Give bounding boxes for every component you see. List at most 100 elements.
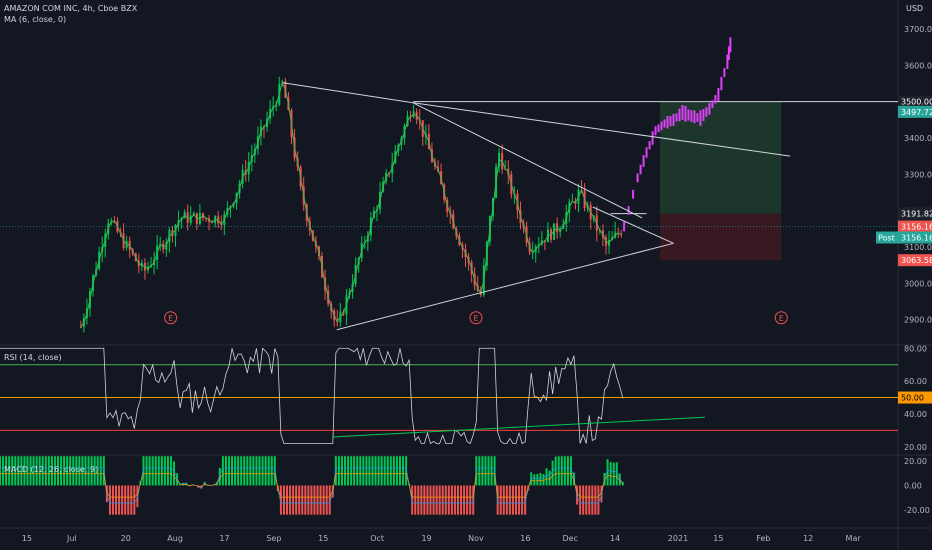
macd-histogram-bar xyxy=(591,485,594,515)
macd-histogram-bar xyxy=(11,456,14,486)
macd-histogram-bar xyxy=(50,456,53,486)
macd-histogram-bar xyxy=(487,456,490,486)
macd-histogram-bar xyxy=(582,485,585,515)
macd-histogram-bar xyxy=(392,456,395,486)
price-tag-label: 3191.82 xyxy=(901,210,932,219)
macd-histogram-bar xyxy=(20,456,23,486)
signal-line xyxy=(0,473,624,498)
macd-histogram-bar xyxy=(5,456,8,486)
macd-histogram-bar xyxy=(163,456,166,486)
macd-histogram-bar xyxy=(389,456,392,486)
price-tick-label: 3600.00 xyxy=(904,61,932,70)
macd-histogram-bar xyxy=(386,456,389,486)
projection-candle xyxy=(729,37,732,53)
macd-line xyxy=(0,467,624,504)
time-tick-label: Dec xyxy=(562,534,577,543)
earnings-marker xyxy=(164,311,178,325)
macd-histogram-bar xyxy=(267,456,270,486)
macd-histogram-bar xyxy=(417,485,420,515)
macd-histogram-bar xyxy=(17,456,20,486)
time-tick-label: Oct xyxy=(370,534,384,543)
macd-histogram-bar xyxy=(481,456,484,486)
macd-histogram-bar xyxy=(224,456,227,486)
macd-histogram-bar xyxy=(350,456,353,486)
macd-histogram-bar xyxy=(124,485,127,515)
ma-line xyxy=(80,81,622,328)
macd-histogram-bar xyxy=(612,462,615,486)
macd-histogram-bar xyxy=(273,456,276,486)
macd-histogram-bar xyxy=(347,456,350,486)
trendline-upper-left xyxy=(282,82,414,104)
price-tick-label: 3100.00 xyxy=(904,243,932,252)
projection-candle xyxy=(690,110,693,123)
macd-histogram-bar xyxy=(530,472,533,486)
macd-histogram-bar xyxy=(524,485,527,515)
macd-histogram-bar xyxy=(405,456,408,486)
projection-candle xyxy=(684,105,687,122)
macd-histogram-bar xyxy=(249,456,252,486)
projection-candle xyxy=(669,115,672,127)
macd-histogram-bar xyxy=(353,456,356,486)
time-tick-label: 2021 xyxy=(668,534,688,543)
macd-histogram-bar xyxy=(609,462,612,486)
macd-histogram-bar xyxy=(514,485,517,515)
macd-histogram-bar xyxy=(264,456,267,486)
macd-histogram-bar xyxy=(395,456,398,486)
projection-candle xyxy=(681,105,684,121)
candles xyxy=(79,76,623,333)
projection-candle xyxy=(672,113,675,126)
time-tick-label: Feb xyxy=(756,534,770,543)
macd-histogram-bar xyxy=(81,456,84,486)
macd-histogram-bar xyxy=(453,485,456,515)
rsi-trendline xyxy=(332,416,705,438)
price-tag xyxy=(898,95,932,108)
price-tag-label: 3063.58 xyxy=(901,256,932,265)
macd-histogram-bar xyxy=(221,456,224,486)
macd-histogram-bar xyxy=(252,456,255,486)
time-tick-label: 12 xyxy=(803,534,813,543)
macd-tick-label: 20.00 xyxy=(904,457,927,466)
time-tick-label: 14 xyxy=(610,534,620,543)
macd-histogram-bar xyxy=(8,456,11,486)
time-tick-label: Nov xyxy=(468,534,484,543)
projection-candle xyxy=(711,100,714,109)
macd-histogram-bar xyxy=(585,485,588,515)
macd-histogram-bar xyxy=(594,485,597,515)
macd-histogram-bar xyxy=(490,456,493,486)
macd-histogram-bar xyxy=(169,456,172,486)
projection-candle xyxy=(651,131,654,145)
price-tag-prefix-label: Post xyxy=(878,234,895,243)
macd-histogram-bar xyxy=(356,456,359,486)
macd-histogram-bar xyxy=(87,456,90,486)
macd-histogram-bar xyxy=(444,485,447,515)
projection-candle xyxy=(696,113,699,122)
macd-histogram-bar xyxy=(60,456,63,486)
macd-histogram-bar xyxy=(340,456,343,486)
macd-histogram-bar xyxy=(289,485,292,515)
rsi-value-tag xyxy=(898,391,932,404)
earnings-marker xyxy=(469,311,483,325)
macd-histogram-bar xyxy=(234,456,237,486)
macd-histogram-bar xyxy=(484,456,487,486)
macd-histogram-bar xyxy=(133,485,136,515)
macd-histogram-bar xyxy=(344,456,347,486)
macd-histogram-bar xyxy=(118,485,121,515)
macd-histogram-bar xyxy=(380,456,383,486)
macd-histogram-bar xyxy=(35,456,38,486)
macd-histogram-bar xyxy=(545,468,548,486)
projection-candle xyxy=(675,113,678,122)
macd-histogram-bar xyxy=(96,456,99,486)
macd-histogram-bar xyxy=(227,456,230,486)
macd-histogram-bar xyxy=(90,456,93,486)
earnings-marker xyxy=(774,311,788,325)
macd-histogram-bar xyxy=(316,485,319,515)
macd-histogram-bar xyxy=(176,473,179,486)
macd-histogram-bar xyxy=(151,456,154,486)
macd-histogram-bar xyxy=(588,485,591,515)
macd-histogram-bar xyxy=(111,485,114,515)
price-tag xyxy=(898,254,932,267)
trendline-breakout xyxy=(413,102,791,157)
macd-histogram-bar xyxy=(99,456,102,486)
projection-candle xyxy=(623,221,626,232)
